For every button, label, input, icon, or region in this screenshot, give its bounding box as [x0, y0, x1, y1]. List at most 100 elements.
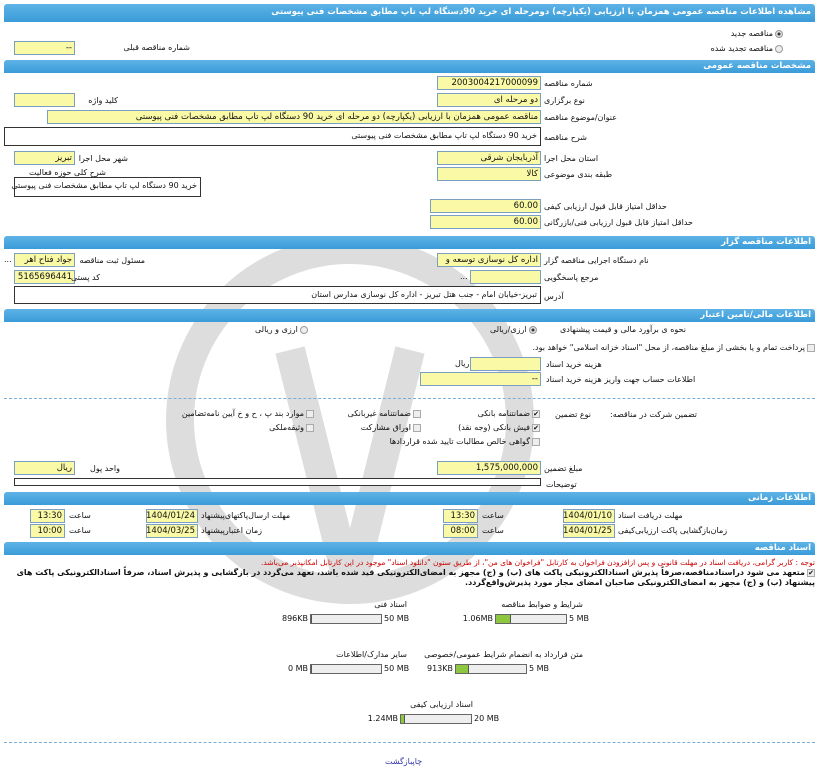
commitment-checkbox[interactable]: ✔متعهد می شود دراسنادمناقصه،صرفاً پذیرش …: [4, 568, 815, 588]
checkbox-icon: [532, 437, 540, 446]
guarantee-bonds[interactable]: اوراق مشارکت: [361, 423, 421, 432]
category-field[interactable]: کالا: [437, 167, 541, 181]
back-link[interactable]: بازگشت: [385, 757, 413, 766]
label: زمان‌بازگشایی پاکت ارزیابی‌کیفی: [618, 526, 728, 535]
checkbox-label: وثیقه‌ملکی: [269, 423, 304, 432]
opening-time[interactable]: 08:00: [443, 524, 478, 538]
label: آدرس: [544, 292, 564, 301]
label: ساعت: [482, 511, 504, 520]
more-button[interactable]: ...: [4, 255, 12, 264]
guarantee-receivables[interactable]: گواهی خالص مطالبات تایید شده قراردادها: [390, 437, 540, 446]
validity-time[interactable]: 10:00: [30, 524, 65, 538]
label: زمان اعتبارپیشنهاد: [201, 526, 263, 535]
radio-icon: [775, 29, 783, 38]
section-general: مشخصات مناقصه عمومی: [4, 60, 815, 73]
section-financial: اطلاعات مالی/تامین اعتبار: [4, 309, 815, 322]
checkbox-label: متعهد می شود دراسنادمناقصه،صرفاً پذیرش ا…: [16, 568, 815, 587]
radio-label: مناقصه تجدید شده: [710, 44, 773, 53]
registrar-field[interactable]: جواد فتاح اهر: [14, 253, 75, 267]
submit-deadline-date[interactable]: 1404/01/24: [146, 509, 198, 523]
checkbox-icon: ✔: [532, 409, 540, 418]
divider: [4, 742, 815, 743]
guarantee-cash[interactable]: ✔فیش بانکی (وجه نقد): [458, 423, 540, 432]
label: شماره مناقصه: [544, 79, 593, 88]
notice-text: توجه : کاربر گرامی، دریافت اسناد در مهلت…: [261, 558, 815, 567]
city-field[interactable]: تبریز: [14, 151, 75, 165]
address-box[interactable]: تبریز-خیابان امام - جنب هتل تبریز - ادار…: [14, 286, 541, 304]
validity-date[interactable]: 1404/03/25: [146, 524, 198, 538]
amount-field[interactable]: 1,575,000,000: [437, 461, 541, 475]
label: کلید واژه: [88, 96, 118, 105]
treasury-checkbox[interactable]: پرداخت تمام و یا بخشی از مبلغ مناقصه، از…: [533, 343, 815, 352]
checkbox-icon: [306, 409, 314, 418]
checkbox-label: فیش بانکی (وجه نقد): [458, 423, 530, 432]
submit-deadline-time[interactable]: 13:30: [30, 509, 65, 523]
more-button[interactable]: ...: [460, 272, 468, 281]
radio-icon: [299, 325, 308, 334]
progress-fill: [456, 665, 469, 673]
currency-field[interactable]: ریال: [14, 461, 75, 475]
checkbox-label: ضمانتنامه غیربانکی: [347, 409, 411, 418]
file-max-size: 5 MB: [569, 614, 590, 623]
section-timing: اطلاعات زمانی: [4, 492, 815, 505]
activity-box[interactable]: خرید 90 دستگاه لپ تاپ مطابق مشخصات فنی پ…: [11, 177, 201, 197]
postal-field[interactable]: 5165696441: [14, 270, 75, 284]
prev-number-label: شماره مناقصه قبلی: [123, 43, 190, 52]
radio-new-tender[interactable]: مناقصه جدید: [731, 29, 783, 38]
progress-fill: [311, 615, 313, 623]
prev-number-field[interactable]: --: [14, 41, 75, 55]
upload-progress-bar: [495, 614, 567, 624]
print-link[interactable]: چاپ: [412, 757, 423, 766]
guarantee-clauses[interactable]: موارد بند پ ، ح و خ آیین نامه‌تضامین: [182, 409, 314, 418]
tender-number-field[interactable]: 2003004217000099: [437, 76, 541, 90]
province-field[interactable]: آذربایجان شرقی: [437, 151, 541, 165]
file-size: 1.06MB: [462, 614, 493, 623]
file-name: سایر مدارک/اطلاعات: [336, 650, 407, 659]
section-documents: اسناد مناقصه: [4, 542, 815, 555]
checkbox-label: پرداخت تمام و یا بخشی از مبلغ مناقصه، از…: [532, 343, 805, 352]
file-name: اسناد ارزیابی کیفی: [410, 700, 473, 709]
label: شهر محل اجرا: [78, 154, 128, 163]
reference-field[interactable]: [470, 270, 541, 284]
doc-deadline-time[interactable]: 13:30: [443, 509, 478, 523]
doc-deadline-date[interactable]: 1404/01/10: [563, 509, 615, 523]
file-size: 0 MB: [287, 664, 308, 673]
label: ساعت: [69, 526, 91, 535]
label: ساعت: [482, 526, 504, 535]
divider: [4, 398, 815, 399]
file-max-size: 50 MB: [384, 614, 410, 623]
label: شرح کلی حوزه فعالیت: [29, 168, 106, 177]
radio-icon: [528, 325, 537, 334]
file-max-size: 5 MB: [529, 664, 550, 673]
opening-date[interactable]: 1404/01/25: [563, 524, 615, 538]
doc-cost-field[interactable]: [470, 357, 541, 371]
label: مسئول ثبت مناقصه: [79, 256, 145, 265]
radio-renewed-tender[interactable]: مناقصه تجدید شده: [711, 44, 783, 53]
radio-rial[interactable]: ارزی/ریالی: [490, 325, 537, 334]
guarantee-bank[interactable]: ✔ضمانتنامه بانکی: [478, 409, 540, 418]
file-name: شرایط و ضوابط مناقصه: [501, 600, 583, 609]
radio-icon: [775, 44, 783, 53]
subject-field[interactable]: مناقصه عمومی همزمان با ارزیابی (یکپارچه)…: [47, 110, 541, 124]
description-box[interactable]: خرید 90 دستگاه لپ تاپ مطابق مشخصات فنی پ…: [4, 127, 541, 146]
min-technical-field[interactable]: 60.00: [430, 215, 541, 229]
org-field[interactable]: اداره کل نوسازی توسعه و: [437, 253, 541, 267]
progress-fill: [311, 665, 313, 673]
progress-fill: [496, 615, 511, 623]
keyword-field[interactable]: [14, 93, 75, 107]
file-size: 1.24MB: [367, 714, 398, 723]
label: استان محل اجرا: [544, 154, 599, 163]
radio-fx[interactable]: ارزی و ریالی: [255, 325, 308, 334]
notes-box[interactable]: [14, 478, 541, 486]
upload-progress-bar: [310, 614, 382, 624]
file-max-size: 20 MB: [474, 714, 500, 723]
upload-progress-bar: [310, 664, 382, 674]
label: مبلغ تضمین: [544, 464, 583, 473]
label: مرجع پاسخگویی: [544, 273, 599, 282]
label: ساعت: [69, 511, 91, 520]
guarantee-property[interactable]: وثیقه‌ملکی: [269, 423, 314, 432]
guarantee-nonbank[interactable]: ضمانتنامه غیربانکی: [348, 409, 421, 418]
account-field[interactable]: --: [420, 372, 541, 386]
holding-type-field[interactable]: دو مرحله ای: [437, 93, 541, 107]
min-quality-field[interactable]: 60.00: [430, 199, 541, 213]
